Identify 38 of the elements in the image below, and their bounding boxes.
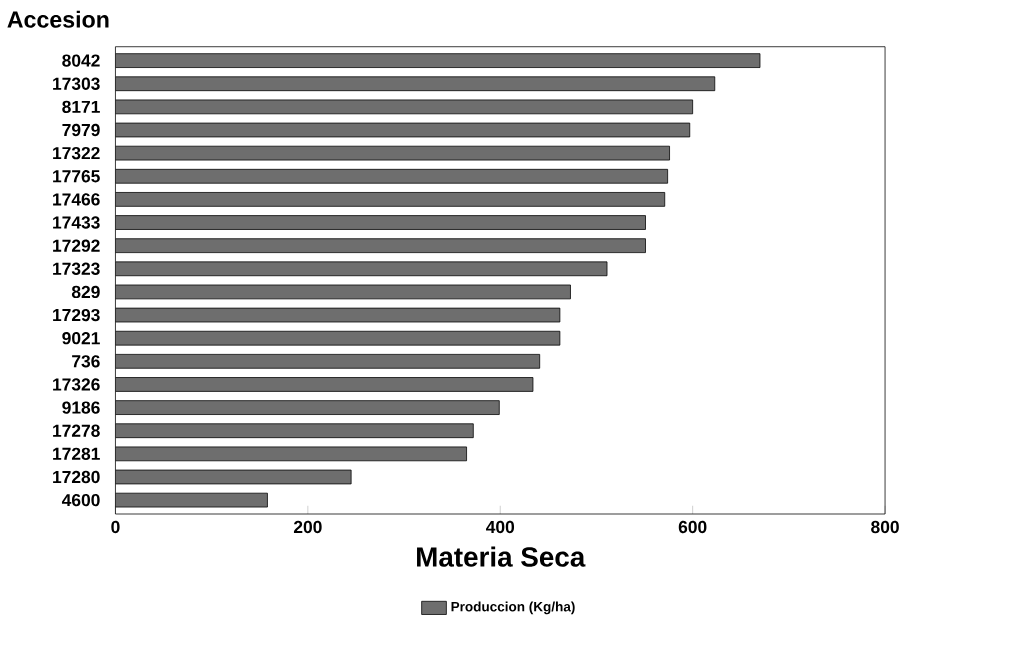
y-tick-label: 17280 <box>53 470 100 484</box>
y-tick-label: 17466 <box>53 193 100 206</box>
x-tick-label: 200 <box>293 520 322 534</box>
bar <box>115 354 541 369</box>
y-tick-label: 4600 <box>61 493 100 507</box>
x-tick-label: 600 <box>678 520 707 534</box>
bar <box>115 53 761 68</box>
y-tick-label: 17765 <box>53 170 100 183</box>
y-axis-title: Accesion <box>7 10 109 28</box>
x-tick-label: 400 <box>486 520 515 534</box>
y-tick-label: 17322 <box>53 146 100 160</box>
y-tick-label: 17292 <box>53 239 100 252</box>
bar <box>115 423 474 439</box>
y-tick-label: 17433 <box>53 216 100 229</box>
x-tick-label: 0 <box>111 520 120 534</box>
y-tick-label: 17303 <box>53 77 100 90</box>
y-tick-label: 9021 <box>62 332 100 345</box>
y-tick-label: 17278 <box>53 424 100 437</box>
bar <box>115 377 534 392</box>
bar <box>115 192 666 207</box>
legend-label: Produccion (Kg/ha) <box>451 601 575 615</box>
bar <box>115 168 669 184</box>
y-tick-label: 7979 <box>62 123 100 137</box>
y-tick-label: 8042 <box>62 54 100 67</box>
bar <box>115 215 646 230</box>
y-tick-label: 17323 <box>53 262 100 275</box>
y-tick-label: 17281 <box>53 447 100 461</box>
y-tick-label: 8171 <box>62 100 100 114</box>
y-tick-label: 736 <box>72 355 100 368</box>
bar <box>115 400 500 415</box>
x-axis-title: Materia Seca <box>417 546 586 567</box>
y-tick-label: 829 <box>71 285 100 299</box>
y-tick-label: 17326 <box>53 378 100 391</box>
bar <box>115 238 646 254</box>
bar <box>115 76 716 92</box>
y-tick-label: 9186 <box>62 401 100 414</box>
y-tick-label: 17293 <box>53 308 100 322</box>
x-tick-label: 800 <box>871 520 899 534</box>
